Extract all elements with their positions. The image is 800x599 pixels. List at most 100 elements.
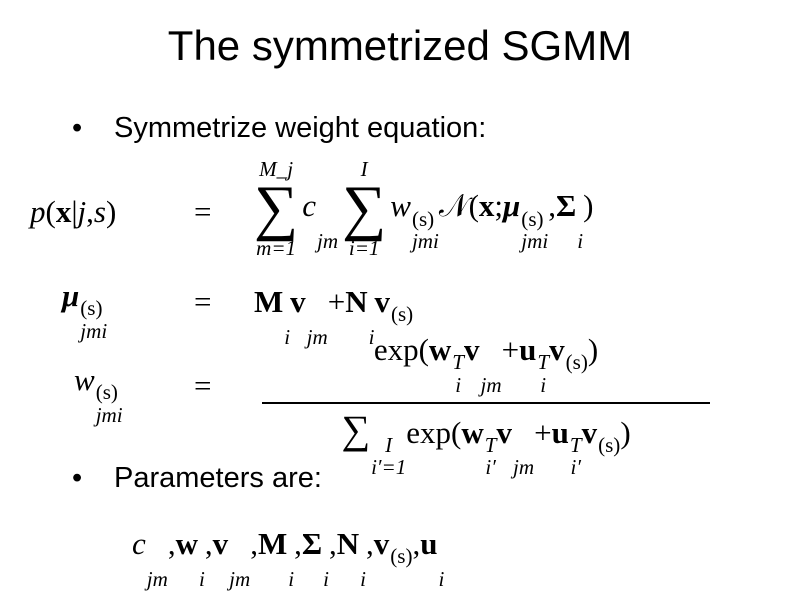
scripts: jm (147, 545, 168, 589)
symbol-base: s (93, 194, 106, 229)
symbol-base: p (30, 194, 46, 229)
symbol-base: w (74, 362, 95, 397)
symbol-base: v (290, 284, 306, 319)
math-symbol: j (78, 196, 87, 227)
math-symbol: 𝒩 (439, 190, 469, 221)
scripts: jm (481, 351, 502, 395)
math-symbol: v jm (497, 417, 535, 479)
subscript: i′ (485, 455, 496, 480)
scripts: i (288, 545, 294, 589)
superscript: (s) (80, 296, 103, 321)
math-symbol: v jm (213, 528, 251, 590)
symbol-base: ( (468, 188, 479, 224)
math-symbol: exp( (374, 334, 429, 365)
subscript: i′ (570, 455, 581, 480)
lower-limit: m=1 (256, 235, 297, 260)
scripts: i (438, 545, 444, 589)
math-symbol: + (502, 334, 519, 365)
math-symbol: , (294, 528, 302, 559)
symbol-base: v (373, 526, 390, 561)
eq2-equals: = (194, 284, 212, 319)
symbol-base: N (336, 526, 360, 561)
symbol-base: , (167, 526, 176, 561)
math-symbol: ) (106, 196, 116, 227)
symbol-base: , (86, 194, 94, 229)
scripts: (s) jmi (96, 381, 123, 425)
symbol-base: N (345, 284, 368, 319)
math-symbol: , (205, 528, 213, 559)
sum-symbol: ∑ (342, 174, 387, 243)
eq3-equals: = (194, 368, 212, 403)
math-symbol: ) (588, 334, 598, 365)
eq1-equals: = (194, 194, 212, 229)
lower-limit: i=1 (348, 235, 380, 260)
symbol-base: j (77, 194, 87, 229)
symbol-base: , (294, 526, 302, 561)
symbol-base: ) (587, 332, 599, 367)
symbol-base: ; (494, 188, 504, 224)
math-symbol: x (56, 196, 72, 227)
math-symbol: | (71, 196, 77, 227)
summation-operator: M_j ∑ m=1 (254, 157, 298, 260)
bullet-parameters: • Parameters are: (72, 462, 322, 495)
math-symbol: Σ i (302, 528, 329, 590)
scripts: i (199, 545, 205, 589)
symbol-base: 𝒩 (438, 188, 469, 224)
summation-operator: I ∑ i=1 (342, 157, 387, 260)
superscript: (s) (390, 544, 413, 569)
symbol-base: w (461, 414, 484, 450)
bullet-text: Symmetrize weight equation: (114, 112, 487, 144)
math-symbol: c jm (302, 190, 338, 252)
subscript: jmi (80, 318, 108, 343)
symbol-base: w (390, 188, 411, 224)
math-symbol: , (366, 528, 374, 559)
superscript: T (484, 433, 497, 458)
symbol-base: μ (62, 278, 80, 313)
scripts: i (577, 208, 583, 252)
symbol-base: Σ (555, 188, 577, 224)
subscript: jm (513, 455, 535, 480)
symbol-base: exp( (373, 332, 429, 367)
symbol-base: w (428, 332, 452, 367)
upper-limit: I (360, 157, 368, 181)
math-symbol: M i (254, 286, 290, 348)
math-symbol: , (86, 196, 94, 227)
math-symbol: μ (s) jmi (503, 190, 548, 252)
superscript (317, 208, 338, 230)
symbol-base: c (132, 526, 146, 561)
math-symbol: ) (583, 190, 593, 221)
math-symbol: M i (258, 528, 294, 590)
bullet-dot: • (72, 112, 83, 144)
subscript: jm (316, 228, 339, 253)
bullet-dot: • (72, 462, 83, 494)
symbol-base: u (420, 526, 438, 561)
subscript: jmi (95, 402, 123, 427)
scripts: (s) (566, 351, 588, 395)
superscript: (s) (521, 206, 544, 231)
math-symbol: s (94, 196, 106, 227)
math-symbol: v (s) (374, 528, 413, 590)
math-symbol: + (534, 417, 551, 448)
superscript (513, 434, 534, 456)
symbol-base: M (254, 284, 284, 319)
symbol-base: x (55, 194, 72, 229)
math-symbol: v (s) (374, 286, 413, 348)
symbol-base: v (496, 414, 513, 450)
math-symbol: , (250, 528, 258, 559)
symbol-base: , (365, 526, 374, 561)
math-symbol: w (s) jmi (390, 190, 439, 252)
scripts: (s) jmi (412, 208, 439, 252)
math-symbol: μ (s) jmi (62, 280, 107, 342)
symbol-base: , (548, 188, 556, 224)
scripts: (s) jmi (521, 208, 548, 252)
eq2-lhs: μ (s) jmi (62, 280, 107, 342)
symbol-base: v (549, 332, 565, 367)
